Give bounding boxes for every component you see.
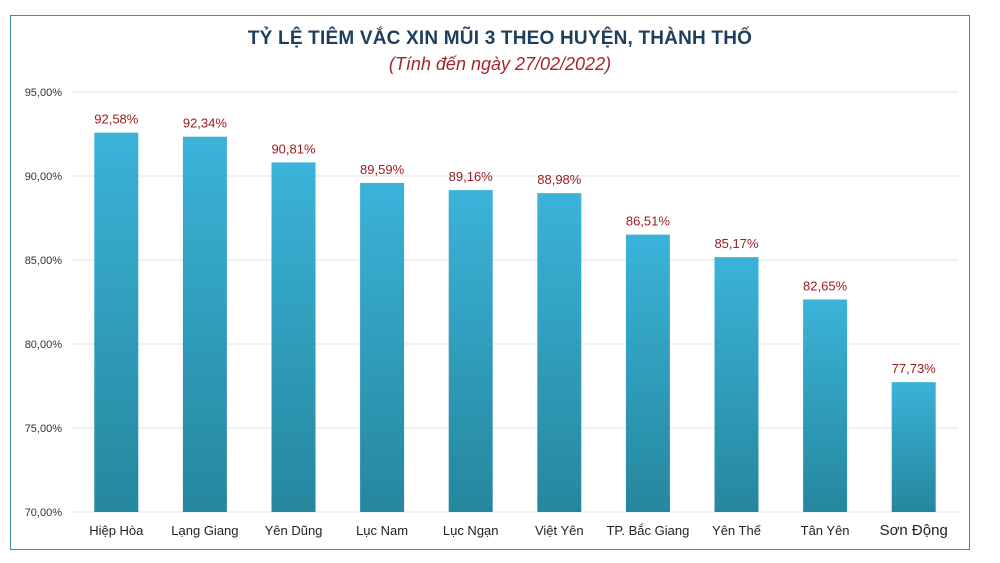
- y-tick-label: 85,00%: [25, 255, 63, 267]
- data-label: 92,58%: [94, 112, 139, 127]
- bar: [94, 132, 139, 512]
- y-tick-label: 80,00%: [25, 339, 63, 351]
- bar: [271, 162, 316, 512]
- data-label: 89,59%: [360, 162, 405, 177]
- data-label: 88,98%: [537, 172, 582, 187]
- data-label: 86,51%: [626, 214, 671, 229]
- data-labels: 92,58% 92,34% 90,81% 89,59% 89,16% 88,98% 86,5…: [94, 112, 936, 376]
- bar: [714, 257, 759, 512]
- x-tick-label: Sơn Động: [880, 522, 948, 539]
- y-tick-label: 95,00%: [25, 87, 63, 99]
- x-tick-label: Lục Nam: [356, 523, 408, 538]
- bar: [803, 299, 848, 512]
- data-label: 90,81%: [271, 141, 316, 156]
- chart-title: TỶ LỆ TIÊM VẮC XIN MŨI 3 THEO HUYỆN, THÀ…: [247, 28, 753, 49]
- x-tick-label: Lục Ngạn: [443, 523, 499, 538]
- data-label: 89,16%: [449, 169, 494, 184]
- x-axis-ticks: Hiệp Hòa Lạng Giang Yên Dũng Lục Nam Lục Ngạ…: [89, 522, 948, 539]
- bar: [625, 234, 670, 512]
- data-label: 77,73%: [892, 361, 937, 376]
- x-tick-label: Yên Thế: [712, 523, 762, 538]
- x-tick-label: Yên Dũng: [265, 523, 323, 538]
- chart-subtitle: (Tính đến ngày 27/02/2022): [388, 54, 612, 74]
- data-label: 82,65%: [803, 278, 848, 293]
- x-tick-label: TP. Bắc Giang: [606, 523, 689, 538]
- y-tick-label: 75,00%: [25, 423, 63, 435]
- x-tick-label: Việt Yên: [535, 523, 584, 538]
- x-tick-label: Tân Yên: [801, 523, 850, 538]
- bar: [360, 182, 405, 512]
- y-tick-label: 70,00%: [25, 507, 63, 519]
- data-label: 85,17%: [714, 236, 759, 251]
- x-tick-label: Hiệp Hòa: [89, 523, 144, 538]
- bar: [182, 136, 227, 513]
- bar: [448, 190, 493, 512]
- bar: [537, 193, 582, 513]
- y-axis-ticks: 70,00% 75,00% 80,00% 85,00% 90,00% 95,00%: [25, 87, 63, 519]
- y-tick-label: 90,00%: [25, 171, 63, 183]
- x-tick-label: Lạng Giang: [171, 523, 238, 538]
- bar: [891, 382, 936, 512]
- bars: [94, 132, 936, 513]
- data-label: 92,34%: [183, 116, 228, 131]
